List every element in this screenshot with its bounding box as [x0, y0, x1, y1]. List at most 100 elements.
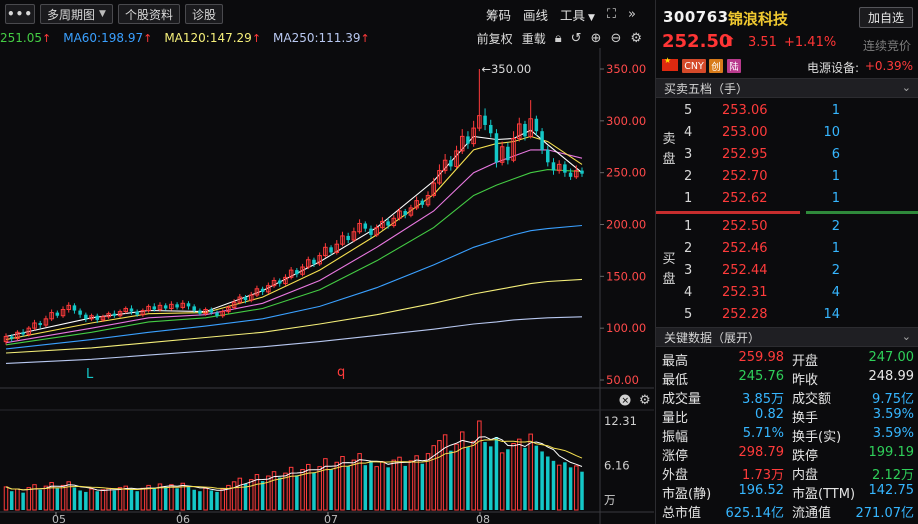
volume-bar	[32, 484, 37, 511]
reset-icon[interactable]: ↺	[570, 30, 582, 46]
candle-body	[169, 303, 174, 309]
ask-row[interactable]: 2 252.70 1	[656, 166, 918, 188]
candle-body	[369, 228, 373, 235]
volume-bar	[357, 453, 362, 511]
volume-bar	[380, 461, 385, 511]
volume-bar	[180, 482, 186, 511]
candle-body	[288, 269, 294, 278]
candle-body	[9, 336, 14, 339]
key-data-header[interactable]: 关键数据（展开） ⌄	[656, 327, 918, 347]
volume-bar	[459, 431, 465, 511]
key-data-value: 248.99	[868, 369, 915, 384]
bid-row[interactable]: 2 252.46 1	[656, 238, 918, 260]
ask-volume: 1	[831, 191, 840, 206]
candle-body	[231, 301, 237, 308]
bid-row[interactable]: 5 252.28 14	[656, 304, 918, 326]
stock-info-button[interactable]: 个股资料	[117, 4, 180, 24]
bid-price: 252.50	[722, 219, 768, 234]
candle-body	[152, 306, 157, 310]
kline-chart[interactable]: 350.00 300.00 250.00 200.00 150.00 100.00 50.0…	[0, 0, 654, 524]
volume-bar	[112, 490, 117, 510]
adjust-button[interactable]: 前复权	[476, 31, 513, 46]
volume-bar	[351, 459, 357, 511]
menu-button[interactable]: •••	[5, 4, 35, 24]
key-data-label: 开盘	[792, 354, 819, 369]
high-price-marker: ←350.00	[481, 62, 531, 76]
settings-icon[interactable]: ⚙	[639, 393, 651, 408]
bid-level: 1	[684, 219, 693, 234]
ma20-line	[5, 149, 583, 344]
volume-bar	[3, 486, 9, 511]
ask-row[interactable]: 1 252.62 1	[656, 188, 918, 210]
y-tick-label: 200.00	[606, 218, 646, 232]
ask-price: 252.95	[722, 147, 768, 162]
add-watchlist-button[interactable]: 加自选	[858, 7, 913, 28]
volume-bar	[466, 447, 470, 510]
orderbook-header[interactable]: 买卖五档（手） ⌄	[656, 78, 918, 98]
volume-bar	[477, 420, 482, 511]
fullscreen-icon[interactable]: ⛶	[606, 6, 617, 22]
volume-bar	[312, 472, 316, 510]
zoom-in-icon[interactable]: ⊕	[590, 30, 602, 46]
key-data-value: 5.71%	[742, 426, 784, 441]
bid-price: 252.31	[722, 285, 768, 300]
candle-body	[186, 303, 191, 307]
close-icon[interactable]	[619, 394, 631, 406]
multi-period-dropdown[interactable]: 多周期图 ▼	[40, 4, 113, 24]
candle-body	[466, 136, 470, 144]
lock-icon[interactable]: 🔒︎	[554, 30, 562, 46]
bid-row[interactable]: 3 252.44 2	[656, 260, 918, 282]
sector-link[interactable]: 电源设备:	[806, 61, 859, 75]
candle-body	[523, 123, 527, 137]
volume-bar	[21, 492, 25, 510]
bid-row[interactable]: 1 252.50 2	[656, 216, 918, 238]
chevron-down-icon: ▼	[99, 9, 106, 19]
settings-icon[interactable]: ⚙	[630, 30, 642, 46]
arrow-up-icon: ⬆	[724, 34, 736, 50]
overlay-button[interactable]: 重载	[521, 31, 546, 46]
key-data-label: 成交额	[792, 392, 832, 407]
candle-body	[580, 170, 584, 174]
candle-body	[312, 259, 316, 264]
collapse-panel-icon[interactable]: »	[628, 6, 636, 22]
candle-body	[271, 279, 277, 287]
key-data-row: 最低 245.76 昨收 248.99	[656, 368, 918, 388]
candle-body	[49, 312, 54, 320]
volume-bar	[220, 488, 225, 511]
key-data-value: 247.00	[868, 350, 915, 365]
candle-body	[220, 311, 225, 317]
bid-row[interactable]: 4 252.31 4	[656, 282, 918, 304]
candle-body	[266, 285, 271, 293]
key-data-row: 外盘 1.73万 内盘 2.12万	[656, 463, 918, 483]
volume-bar	[494, 436, 499, 510]
bid-volume: 14	[823, 307, 840, 322]
key-data-label: 市盈(TTM)	[792, 487, 856, 502]
volume-bar	[551, 460, 556, 510]
volume-bar	[568, 467, 573, 510]
key-data-value: 0.82	[755, 407, 784, 422]
ask-row[interactable]: 5 253.06 1	[656, 100, 918, 122]
chip-button[interactable]: 筹码	[485, 7, 511, 23]
diagnosis-button[interactable]: 诊股	[184, 4, 223, 24]
tools-dropdown[interactable]: 工具 ▼	[559, 7, 595, 23]
volume-bar	[231, 481, 237, 511]
volume-bar	[84, 491, 88, 510]
candle-body	[254, 288, 260, 296]
ask-row[interactable]: 3 252.95 6	[656, 144, 918, 166]
x-tick-label: 06	[176, 513, 190, 524]
candle-body	[506, 146, 510, 161]
volume-bar	[425, 453, 431, 511]
candle-body	[363, 223, 368, 229]
chart-area[interactable]: 350.00 300.00 250.00 200.00 150.00 100.00 50.0…	[0, 0, 654, 524]
ask-volume: 1	[831, 103, 840, 118]
key-data-row: 最高 259.98 开盘 247.00	[656, 349, 918, 369]
bid-price: 252.46	[722, 241, 768, 256]
ask-level: 2	[684, 169, 693, 184]
candle-body	[351, 231, 357, 241]
ask-row[interactable]: 4 253.00 10	[656, 122, 918, 144]
draw-line-button[interactable]: 画线	[522, 7, 548, 23]
candle-body	[534, 118, 539, 132]
zoom-out-icon[interactable]: ⊖	[610, 30, 622, 46]
candle-body	[380, 220, 385, 229]
bid-volume: 1	[831, 241, 840, 256]
